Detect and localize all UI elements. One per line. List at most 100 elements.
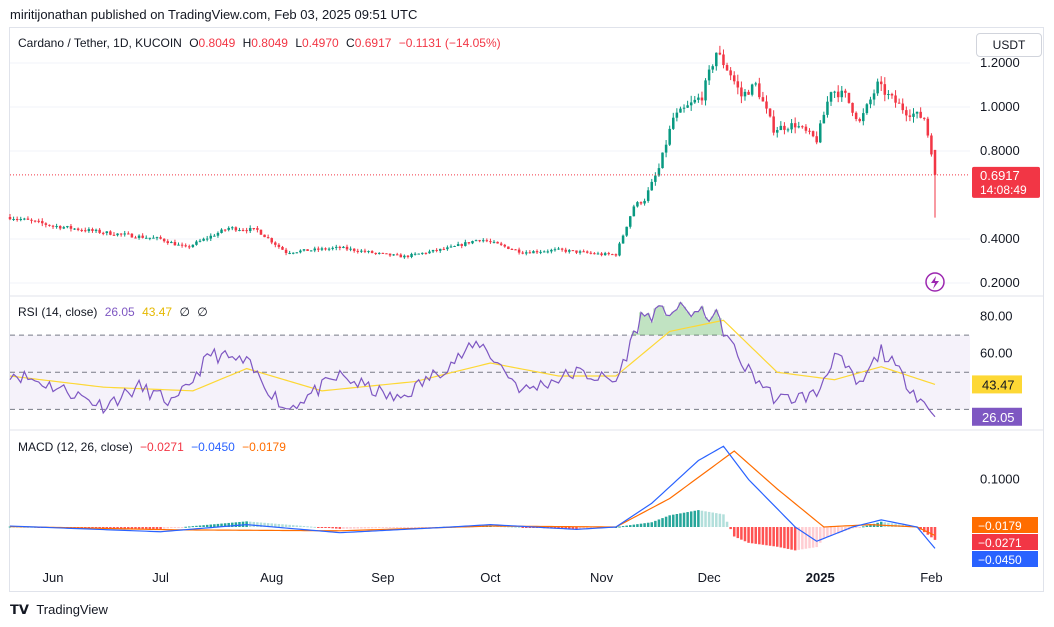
candle-body (381, 252, 385, 254)
candle-body (496, 241, 499, 244)
candle-body (851, 102, 854, 113)
macd-hist-badge-label: −0.0271 (978, 536, 1022, 550)
candle-body (618, 243, 621, 256)
macd-histogram-bar (417, 527, 420, 528)
macd-histogram-bar (184, 526, 187, 528)
macd-histogram-bar (134, 527, 137, 529)
macd-histogram-bar (639, 523, 643, 527)
macd-histogram-bar (180, 527, 184, 528)
candle-body (790, 123, 793, 130)
macd-histogram-bar (761, 527, 765, 545)
macd-histogram-bar (191, 526, 195, 528)
macd-histogram-bar (650, 522, 654, 527)
macd-histogram-bar (815, 527, 818, 548)
currency-button[interactable]: USDT (976, 33, 1042, 57)
macd-histogram-bar (790, 527, 793, 550)
macd-histogram-bar (926, 527, 930, 535)
macd-histogram-bar (568, 527, 571, 530)
candle-body (657, 168, 661, 176)
macd-title[interactable]: MACD (12, 26, close) (18, 440, 133, 454)
candle-body (876, 81, 879, 94)
candle-body (829, 92, 833, 102)
candle-body (421, 252, 424, 254)
candle-body (403, 255, 406, 258)
candle-body (464, 242, 467, 246)
candle-body (682, 107, 686, 109)
macd-histogram-bar (173, 527, 177, 528)
candle-body (553, 249, 557, 251)
candle-body (256, 228, 259, 230)
candle-body (922, 117, 926, 119)
candle-body (815, 136, 818, 143)
macd-histogram-bar (829, 527, 833, 536)
candle-body (331, 247, 334, 249)
candle-body (223, 229, 227, 231)
candle-body (905, 110, 908, 116)
time-axis-label: Jul (152, 570, 169, 585)
candle-body (535, 251, 539, 253)
macd-histogram-bar (517, 526, 521, 528)
candle-body (152, 237, 155, 239)
candle-body (844, 90, 847, 93)
macd-histogram-bar (374, 527, 377, 529)
macd-histogram-bar (811, 527, 815, 548)
candle-body (894, 95, 897, 103)
candle-body (241, 229, 245, 231)
candle-body (854, 112, 858, 120)
macd-histogram-bar (844, 527, 847, 531)
macd-histogram-bar (621, 526, 625, 528)
candle-body (930, 135, 933, 155)
candle-body (191, 244, 195, 247)
candle-body (352, 248, 356, 251)
macd-signal-badge-label: −0.0179 (978, 519, 1022, 533)
candle-body (819, 123, 822, 143)
candle-body (159, 237, 162, 239)
candle-body (582, 251, 585, 253)
macd-signal-value: −0.0179 (242, 440, 286, 454)
candle-body (41, 221, 44, 224)
candle-body (234, 227, 238, 231)
candle-body (209, 235, 213, 239)
macd-histogram-bar (98, 527, 101, 529)
symbol-title[interactable]: Cardano / Tether, 1D, KUCOIN (18, 36, 182, 50)
candle-body (625, 226, 628, 236)
time-axis-label: Jun (43, 570, 64, 585)
macd-histogram-bar (270, 523, 273, 527)
candle-body (596, 253, 600, 255)
rsi-ma-badge (972, 375, 1022, 394)
candle-body (281, 246, 284, 250)
rsi-title[interactable]: RSI (14, close) (18, 305, 98, 319)
candle-body (768, 108, 772, 117)
candle-body (611, 254, 614, 256)
candle-body (195, 241, 198, 245)
candle-body (847, 92, 851, 103)
candle-body (177, 244, 180, 246)
macd-histogram-bar (345, 527, 349, 529)
chart-frame[interactable] (9, 27, 1044, 592)
macd-histogram-bar (664, 516, 668, 527)
candle-body (442, 248, 446, 250)
macd-histogram-bar (582, 527, 585, 530)
footer: 𝗧𝗩 TradingView (10, 602, 108, 618)
footer-logo-text[interactable]: TradingView (36, 602, 108, 617)
macd-histogram-bar (317, 527, 320, 528)
candle-body (883, 84, 887, 95)
macd-histogram-bar (302, 526, 306, 528)
candle-body (664, 144, 668, 153)
candle-body (836, 91, 840, 98)
high-value: 0.8049 (251, 36, 288, 50)
candle-body (499, 243, 503, 245)
rsi-badge-label: 26.05 (982, 410, 1015, 425)
macd-histogram-bar (349, 527, 352, 529)
rsi-ma-value: 43.47 (142, 305, 173, 319)
candle-body (654, 175, 657, 182)
macd-histogram-bar (413, 527, 417, 528)
macd-histogram-bar (851, 527, 854, 529)
tradingview-logo-icon[interactable]: 𝗧𝗩 (10, 602, 29, 617)
candle-body (532, 251, 535, 254)
macd-histogram-bar (625, 525, 628, 527)
candle-body (112, 234, 116, 236)
macd-histogram-bar (216, 523, 220, 527)
candle-body (593, 253, 596, 255)
